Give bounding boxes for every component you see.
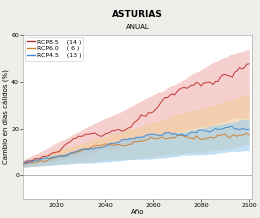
Y-axis label: Cambio en dias cálidos (%): Cambio en dias cálidos (%) [3, 70, 10, 164]
X-axis label: Año: Año [131, 209, 144, 215]
Text: ASTURIAS: ASTURIAS [112, 10, 163, 19]
Legend: RCP8.5    (14 ), RCP6.0    ( 6 ), RCP4.5    (13 ): RCP8.5 (14 ), RCP6.0 ( 6 ), RCP4.5 (13 ) [25, 37, 83, 61]
Text: ANUAL: ANUAL [126, 24, 149, 30]
